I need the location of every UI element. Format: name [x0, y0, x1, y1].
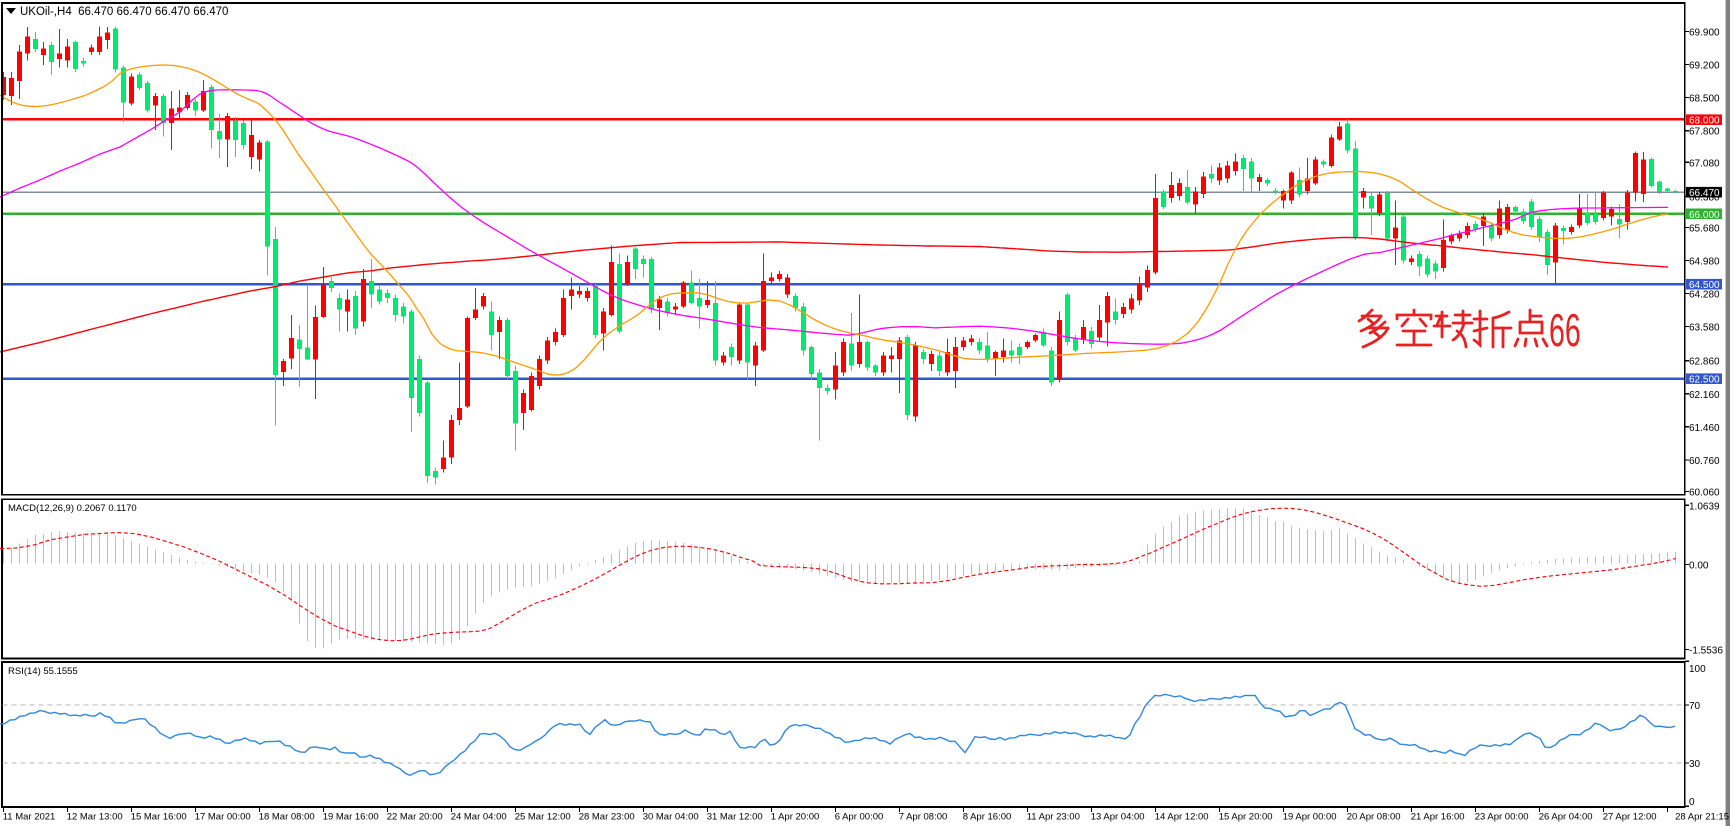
- svg-text:7 Apr 08:00: 7 Apr 08:00: [899, 812, 948, 823]
- svg-text:14 Apr 12:00: 14 Apr 12:00: [1155, 812, 1209, 823]
- svg-text:RSI(14) 55.1555: RSI(14) 55.1555: [8, 666, 78, 677]
- svg-text:60.060: 60.060: [1689, 488, 1720, 499]
- svg-text:64.500: 64.500: [1689, 280, 1720, 291]
- svg-text:6 Apr 00:00: 6 Apr 00:00: [835, 812, 884, 823]
- svg-text:18 Mar 08:00: 18 Mar 08:00: [259, 812, 315, 823]
- svg-text:1.0639: 1.0639: [1689, 501, 1720, 512]
- svg-text:31 Mar 12:00: 31 Mar 12:00: [707, 812, 763, 823]
- svg-text:30: 30: [1689, 759, 1701, 770]
- svg-text:22 Mar 20:00: 22 Mar 20:00: [387, 812, 443, 823]
- svg-text:30 Mar 04:00: 30 Mar 04:00: [643, 812, 699, 823]
- svg-text:15 Mar 16:00: 15 Mar 16:00: [131, 812, 187, 823]
- svg-text:17 Mar 00:00: 17 Mar 00:00: [195, 812, 251, 823]
- svg-text:65.680: 65.680: [1689, 223, 1720, 234]
- svg-text:60.760: 60.760: [1689, 456, 1720, 467]
- svg-text:66: 66: [1549, 305, 1581, 357]
- svg-text:19 Mar 16:00: 19 Mar 16:00: [323, 812, 379, 823]
- svg-text:100: 100: [1689, 664, 1706, 675]
- svg-text:23 Apr 00:00: 23 Apr 00:00: [1475, 812, 1529, 823]
- svg-text:66.470: 66.470: [1689, 188, 1720, 199]
- svg-text:15 Apr 20:00: 15 Apr 20:00: [1219, 812, 1273, 823]
- svg-text:0: 0: [1689, 797, 1695, 808]
- svg-text:69.900: 69.900: [1689, 27, 1720, 38]
- svg-text:67.800: 67.800: [1689, 127, 1720, 138]
- svg-text:19 Apr 00:00: 19 Apr 00:00: [1283, 812, 1337, 823]
- svg-text:0.00: 0.00: [1689, 560, 1709, 571]
- svg-text:1 Apr 20:00: 1 Apr 20:00: [771, 812, 820, 823]
- svg-text:64.980: 64.980: [1689, 257, 1720, 268]
- svg-text:62.860: 62.860: [1689, 357, 1720, 368]
- svg-text:66.000: 66.000: [1689, 210, 1720, 221]
- svg-text:25 Mar 12:00: 25 Mar 12:00: [515, 812, 571, 823]
- svg-text:11 Apr 23:00: 11 Apr 23:00: [1027, 812, 1080, 823]
- svg-text:UKOil-,H4 66.470 66.470 66.47: UKOil-,H4 66.470 66.470 66.470 66.470: [20, 6, 228, 18]
- svg-text:28 Mar 23:00: 28 Mar 23:00: [579, 812, 635, 823]
- svg-text:68.500: 68.500: [1689, 94, 1720, 105]
- svg-text:20 Apr 08:00: 20 Apr 08:00: [1347, 812, 1401, 823]
- svg-text:68.000: 68.000: [1689, 116, 1720, 127]
- svg-text:62.160: 62.160: [1689, 390, 1720, 401]
- svg-text:66.380: 66.380: [1689, 192, 1720, 203]
- svg-text:13 Apr 04:00: 13 Apr 04:00: [1091, 812, 1145, 823]
- svg-text:12 Mar 13:00: 12 Mar 13:00: [67, 812, 123, 823]
- svg-text:64.280: 64.280: [1689, 290, 1720, 301]
- svg-text:24 Mar 04:00: 24 Mar 04:00: [451, 812, 507, 823]
- svg-text:69.200: 69.200: [1689, 61, 1720, 72]
- svg-text:67.080: 67.080: [1689, 158, 1720, 169]
- svg-text:70: 70: [1689, 701, 1701, 712]
- svg-text:11 Mar 2021: 11 Mar 2021: [3, 812, 56, 823]
- svg-text:61.460: 61.460: [1689, 423, 1720, 434]
- svg-text:MACD(12,26,9) 0.2067 0.1170: MACD(12,26,9) 0.2067 0.1170: [8, 503, 137, 514]
- svg-text:27 Apr 12:00: 27 Apr 12:00: [1603, 812, 1657, 823]
- svg-text:62.500: 62.500: [1689, 375, 1720, 386]
- svg-text:26 Apr 04:00: 26 Apr 04:00: [1539, 812, 1593, 823]
- svg-text:-1.5536: -1.5536: [1689, 646, 1723, 657]
- svg-text:28 Apr 21:15: 28 Apr 21:15: [1675, 812, 1729, 823]
- svg-text:8 Apr 16:00: 8 Apr 16:00: [963, 812, 1012, 823]
- svg-text:63.580: 63.580: [1689, 323, 1720, 334]
- svg-text:21 Apr 16:00: 21 Apr 16:00: [1411, 812, 1465, 823]
